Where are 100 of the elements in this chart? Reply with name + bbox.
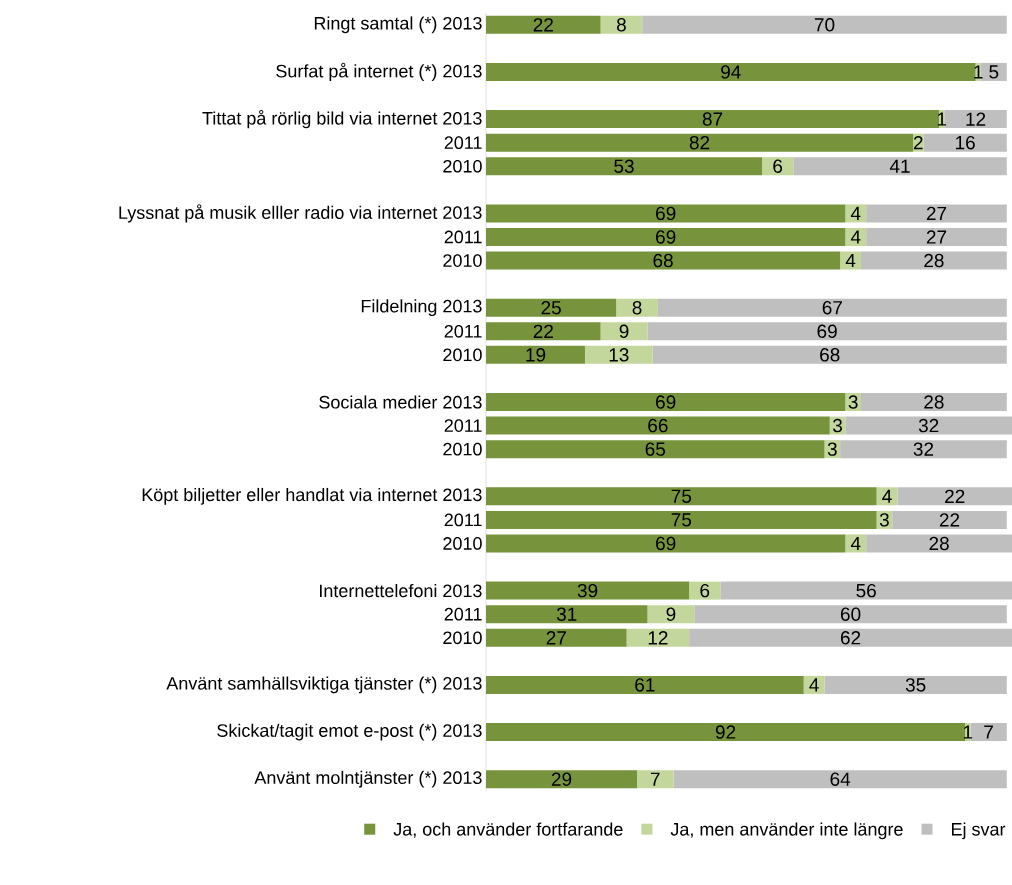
data-label: 1: [937, 112, 947, 126]
bar: [673, 770, 1007, 789]
data-label: 39: [577, 583, 598, 598]
bar: [486, 322, 601, 341]
bar: [486, 416, 830, 435]
y-tick-label: 2010: [443, 159, 482, 173]
bar: [486, 487, 877, 506]
bar: [657, 298, 1007, 317]
bar: [486, 628, 627, 647]
data-label: 4: [845, 254, 856, 268]
bar: [486, 251, 841, 270]
y-tick-label: Internettelefoni 2013: [320, 584, 482, 598]
bar: [486, 534, 846, 553]
bar: [689, 581, 721, 600]
data-label: 87: [702, 112, 723, 126]
data-label: 22: [533, 324, 553, 338]
bar: [584, 345, 653, 364]
y-tick-label: Ringt samtal (*) 2013: [314, 16, 482, 34]
bar: [866, 204, 1007, 223]
data-label: 27: [546, 631, 566, 645]
data-label: 28: [929, 536, 949, 551]
data-label: 12: [966, 112, 986, 126]
data-label: 4: [850, 230, 861, 244]
bar: [616, 298, 658, 317]
data-label: 56: [856, 583, 876, 598]
bar: [626, 628, 690, 647]
data-label: 9: [619, 324, 629, 338]
bar: [970, 723, 1007, 742]
y-tick-label: Sociala medier 2013: [319, 395, 482, 409]
data-label: 69: [656, 206, 676, 221]
bar: [486, 605, 648, 624]
data-label: 7: [650, 772, 660, 786]
data-label: 4: [882, 489, 892, 503]
data-label: 5: [989, 65, 999, 79]
bar: [824, 675, 1007, 694]
data-label: 28: [924, 395, 944, 409]
data-label: 22: [939, 513, 960, 527]
data-label: 3: [879, 513, 889, 527]
legend-label: Ja, och använder fortfarande: [393, 822, 623, 838]
y-tick-label: 2011: [444, 513, 482, 527]
data-label: 32: [913, 442, 934, 456]
data-label: 69: [656, 230, 676, 244]
data-label: 67: [822, 300, 842, 315]
y-tick-label: 2010: [443, 537, 482, 550]
bar: [840, 440, 1007, 459]
bar: [647, 322, 1007, 341]
data-label: 3: [848, 395, 858, 409]
data-label: 92: [715, 725, 736, 739]
bar: [793, 157, 1007, 176]
data-label: 69: [656, 536, 676, 551]
y-tick-label: Använt molntjänster (*) 2013: [254, 770, 482, 788]
y-tick-label: Skickat/tagit emot e-post (*) 2013: [217, 723, 482, 741]
bar: [637, 770, 674, 789]
data-label: 3: [827, 442, 837, 456]
bar: [486, 393, 846, 411]
data-label: 66: [648, 418, 668, 433]
data-label: 4: [809, 678, 819, 692]
bar: [600, 322, 648, 341]
bar: [486, 110, 940, 129]
data-label: 25: [541, 300, 561, 315]
bar: [923, 133, 1007, 152]
data-label: 1: [963, 725, 973, 739]
data-label: 4: [850, 536, 861, 550]
data-label: 60: [840, 607, 861, 621]
y-tick-label: Tittat på rörlig bild via internet 2013: [202, 109, 482, 129]
data-label: 65: [645, 442, 666, 456]
data-label: 28: [924, 253, 944, 268]
y-tick-label: 2011: [444, 419, 482, 432]
y-tick-label: 2010: [443, 442, 482, 456]
data-label: 32: [918, 418, 939, 433]
bar: [486, 440, 825, 459]
bar: [840, 251, 861, 270]
bar: [689, 628, 1012, 647]
data-label: 4: [850, 206, 861, 220]
legend-label: Ej svar: [951, 822, 1006, 840]
y-tick-label: 2010: [443, 631, 482, 645]
data-label: 6: [773, 159, 783, 173]
bar: [892, 510, 1007, 529]
data-label: 3: [832, 418, 842, 433]
data-label: 75: [671, 489, 692, 503]
y-tick-label: Lyssnat på musik elller radio via internet 2013: [119, 204, 482, 223]
bar: [944, 110, 1007, 129]
bar: [647, 605, 695, 624]
bar: [694, 605, 1007, 624]
data-label: 7: [984, 725, 993, 739]
bar: [486, 675, 804, 694]
bar: [845, 416, 1012, 435]
bar: [486, 298, 617, 317]
data-label: 19: [526, 348, 546, 362]
data-label: 70: [814, 18, 835, 32]
bar: [762, 157, 794, 176]
bar: [600, 15, 643, 34]
y-tick-label: 2010: [443, 348, 482, 362]
data-label: 22: [533, 18, 553, 32]
data-label: 68: [653, 253, 673, 268]
data-label: 53: [614, 159, 634, 173]
bar: [866, 227, 1007, 246]
y-tick-label: Fildelning 2013: [361, 299, 482, 317]
bar: [720, 581, 1012, 600]
y-tick-label: 2011: [444, 607, 482, 621]
